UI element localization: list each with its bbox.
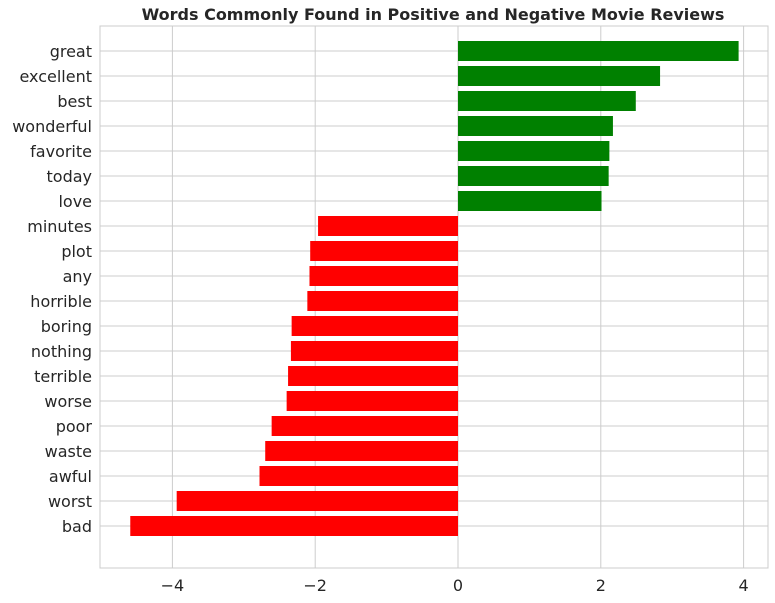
bar-terrible (288, 366, 458, 386)
bar-boring (291, 316, 458, 336)
bar-great (458, 41, 739, 61)
bar-best (458, 91, 636, 111)
category-label-any: any (63, 267, 92, 286)
bar-minutes (318, 216, 458, 236)
category-label-terrible: terrible (34, 367, 92, 386)
category-label-plot: plot (61, 242, 92, 261)
bar-today (458, 166, 609, 186)
x-tick-label: −2 (303, 576, 327, 595)
category-label-today: today (47, 167, 93, 186)
bars-layer (130, 41, 739, 536)
category-label-bad: bad (62, 517, 92, 536)
bar-awful (259, 466, 458, 486)
category-label-worse: worse (44, 392, 92, 411)
category-label-wonderful: wonderful (12, 117, 92, 136)
category-label-waste: waste (45, 442, 92, 461)
bar-nothing (290, 341, 458, 361)
category-label-best: best (57, 92, 92, 111)
bar-plot (310, 241, 458, 261)
category-label-awful: awful (49, 467, 92, 486)
category-label-poor: poor (56, 417, 93, 436)
category-label-favorite: favorite (30, 142, 92, 161)
bar-worst (176, 491, 458, 511)
x-tick-label: 0 (453, 576, 463, 595)
bar-poor (271, 416, 458, 436)
bar-horrible (307, 291, 458, 311)
category-label-nothing: nothing (31, 342, 92, 361)
category-label-love: love (58, 192, 92, 211)
x-tick-labels: −4 −2 0 2 4 (161, 576, 749, 595)
x-tick-label: 4 (739, 576, 749, 595)
plot-area-frame (99, 25, 769, 569)
bar-wonderful (458, 116, 613, 136)
category-labels: great excellent best wonderful favorite today… (12, 42, 92, 536)
category-label-horrible: horrible (30, 292, 92, 311)
category-label-minutes: minutes (27, 217, 92, 236)
bar-any (309, 266, 458, 286)
bar-waste (265, 441, 458, 461)
x-tick-label: −4 (161, 576, 185, 595)
bar-favorite (458, 141, 610, 161)
category-label-boring: boring (41, 317, 92, 336)
bar-worse (286, 391, 458, 411)
category-label-great: great (50, 42, 92, 61)
x-tick-label: 2 (596, 576, 606, 595)
bar-excellent (458, 66, 661, 86)
category-label-worst: worst (48, 492, 92, 511)
bar-love (458, 191, 602, 211)
category-label-excellent: excellent (19, 67, 92, 86)
chart-title: Words Commonly Found in Positive and Neg… (142, 5, 725, 24)
bar-bad (130, 516, 459, 536)
